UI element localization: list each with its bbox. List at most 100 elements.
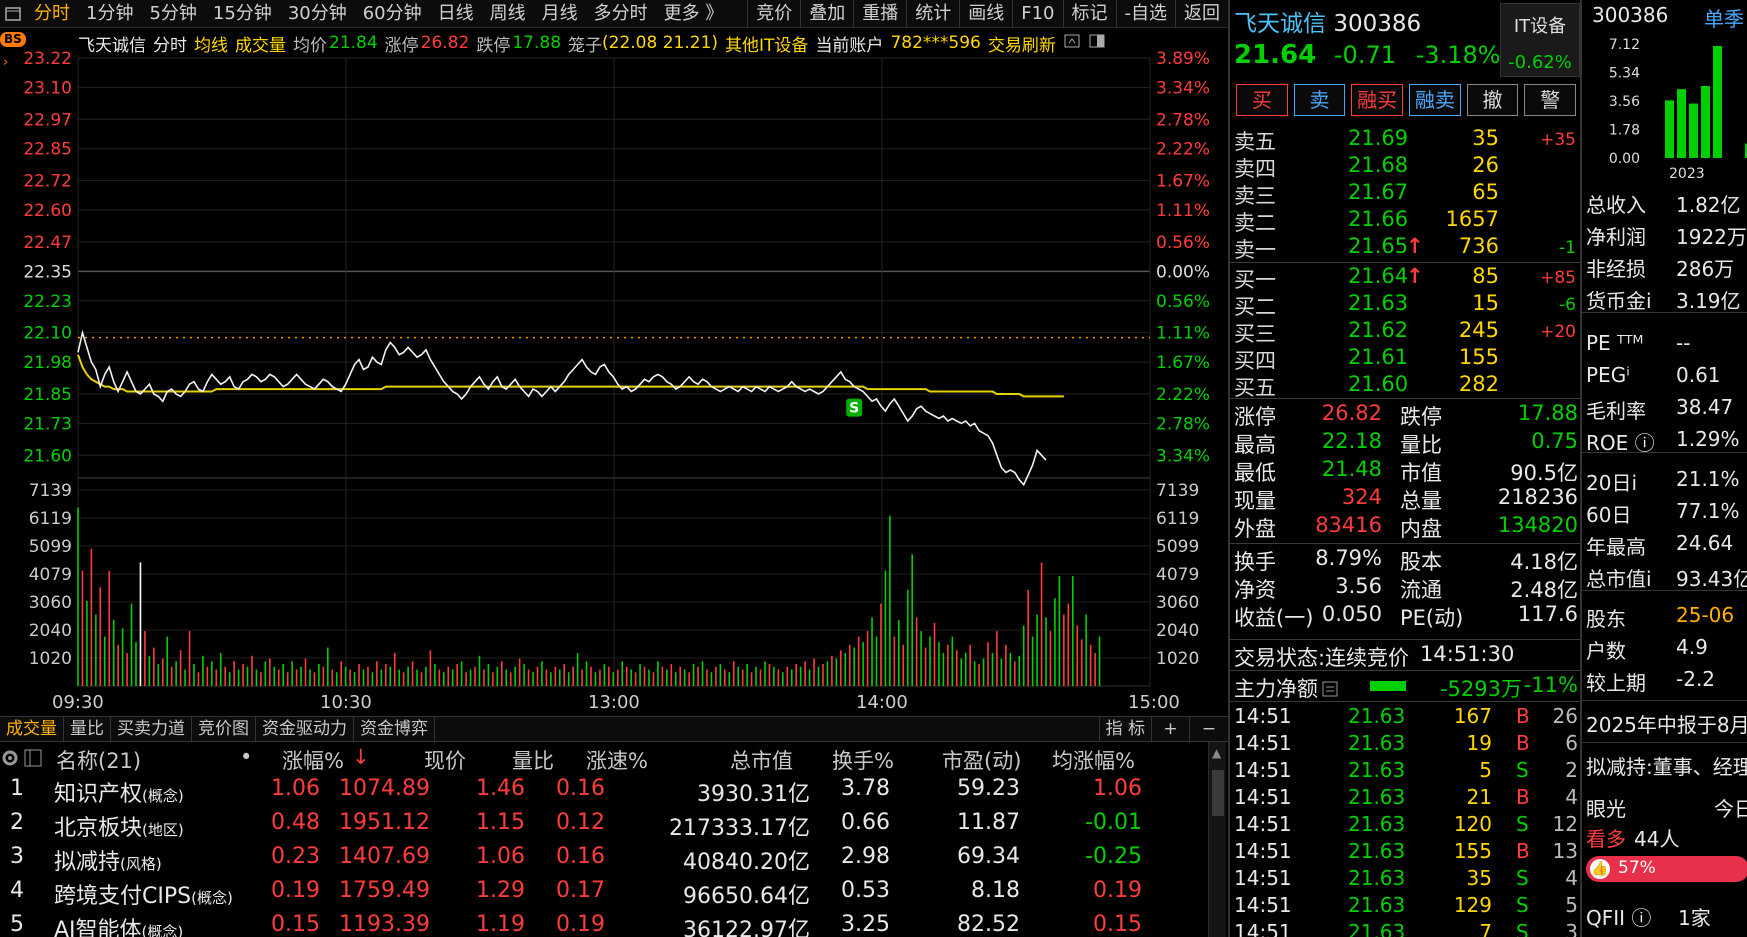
- period-tab-60min[interactable]: 60分钟: [362, 2, 422, 24]
- scrollbar[interactable]: ▲: [1208, 742, 1226, 937]
- ask-row[interactable]: 卖五 21.69 35 +35: [1230, 125, 1582, 154]
- intraday-chart[interactable]: 23.22 3.89% 23.10 3.34% 22.97 2.78% 22.85 2.22%…: [0, 0, 1228, 716]
- fin-row[interactable]: 净利润 1922万: [1582, 220, 1747, 250]
- tab-volume-ratio[interactable]: 量比: [64, 717, 111, 741]
- buy-button[interactable]: 买: [1236, 84, 1288, 116]
- fin-row[interactable]: 总收入 1.82亿: [1582, 188, 1747, 218]
- sector-row[interactable]: 4 跨境支付CIPS(概念) 0.19 1759.49 1.29 0.17 96650.64…: [0, 876, 1210, 910]
- col-turnover[interactable]: 换手%: [832, 749, 894, 773]
- window-icon[interactable]: [0, 0, 26, 28]
- fin-row[interactable]: 货币金i 3.19亿: [1582, 284, 1747, 314]
- main-flow[interactable]: 主力净额 -5293万 -11%: [1230, 672, 1582, 702]
- period-tab-15min[interactable]: 15分钟: [212, 2, 272, 24]
- short-sell-button[interactable]: 融卖: [1409, 84, 1461, 116]
- bid-row[interactable]: 买二 21.63 15 -6: [1230, 290, 1582, 319]
- col-volume-ratio[interactable]: 量比: [512, 749, 554, 773]
- mark-button[interactable]: 标记: [1062, 0, 1116, 28]
- panel-toggle-icon[interactable]: [1088, 33, 1106, 54]
- fin-row[interactable]: 60日 77.1%: [1582, 498, 1747, 528]
- sector-row[interactable]: 1 知识产权(概念) 1.06 1074.89 1.46 0.16 3930.31亿 3.78…: [0, 774, 1210, 808]
- scroll-thumb[interactable]: [1212, 770, 1224, 816]
- sell-marker[interactable]: [846, 398, 863, 417]
- sector-row[interactable]: 3 拟减持(风格) 0.23 1407.69 1.06 0.16 40840.20亿 2.98…: [0, 842, 1210, 876]
- period-tab-5min[interactable]: 5分钟: [149, 2, 197, 24]
- fin-row[interactable]: 户数 4.9: [1582, 634, 1747, 664]
- quarter-toggle[interactable]: 单季: [1704, 7, 1744, 31]
- revenue-bar-chart[interactable]: 7.12 5.34 3.56 1.78 0.00 2023: [1582, 30, 1747, 180]
- ask-row[interactable]: 卖一 21.65 ↑ 736 -1: [1230, 233, 1582, 262]
- period-tab-weekly[interactable]: 周线: [489, 2, 526, 24]
- col-price[interactable]: 现价: [424, 749, 466, 773]
- overlay-button[interactable]: 叠加: [800, 0, 853, 28]
- bid-row[interactable]: 买五 21.60 282: [1230, 371, 1582, 400]
- alert-button[interactable]: 警: [1524, 84, 1577, 116]
- add-button[interactable]: +: [1152, 717, 1190, 741]
- tab-auction-chart[interactable]: 竞价图: [192, 717, 256, 741]
- ask-row[interactable]: 卖四 21.68 26: [1230, 152, 1582, 181]
- trade-status-value: 连续竞价: [1325, 646, 1409, 670]
- reduce-notice[interactable]: 拟减持:董事、经理: [1582, 750, 1747, 780]
- tick-direction: S: [1516, 812, 1529, 836]
- bid-row[interactable]: 买三 21.62 245 +20: [1230, 317, 1582, 346]
- fin-row[interactable]: 总市值i 93.43亿: [1582, 562, 1747, 592]
- sector-row[interactable]: 5 AI智能体(概念) 0.15 1193.39 1.19 0.19 36122.97亿 3.…: [0, 910, 1210, 937]
- sort-down-icon[interactable]: ↓: [352, 745, 370, 769]
- col-pe[interactable]: 市盈(动): [942, 749, 1022, 773]
- sell-button[interactable]: 卖: [1293, 84, 1346, 116]
- bid-row[interactable]: 买四 21.61 155: [1230, 344, 1582, 373]
- stats-button[interactable]: 统计: [906, 0, 959, 28]
- row-name: AI智能体(概念): [54, 912, 183, 937]
- fin-row[interactable]: 股东 25-06: [1582, 602, 1747, 632]
- period-tab-monthly[interactable]: 月线: [541, 2, 578, 24]
- ask-row[interactable]: 卖二 21.66 1657: [1230, 206, 1582, 235]
- f10-button[interactable]: F10: [1012, 0, 1062, 28]
- list-icon[interactable]: [1322, 678, 1338, 702]
- draw-button[interactable]: 画线: [959, 0, 1012, 28]
- period-tab-more[interactable]: 更多 》: [663, 2, 724, 24]
- trade-refresh-button[interactable]: 交易刷新: [987, 35, 1056, 56]
- fin-row[interactable]: ROE ⓘ 1.29%: [1582, 426, 1747, 456]
- period-tab-daily[interactable]: 日线: [437, 2, 474, 24]
- industry-label[interactable]: 其他IT设备: [725, 35, 809, 56]
- indicator-button[interactable]: 指 标: [1098, 717, 1152, 741]
- col-speed[interactable]: 涨速%: [586, 749, 648, 773]
- fin-row[interactable]: 20日i 21.1%: [1582, 466, 1747, 496]
- period-tab-multi[interactable]: 多分时: [593, 2, 648, 24]
- watchlist-button[interactable]: -自选: [1115, 0, 1176, 28]
- fin-row[interactable]: PE ᵀᵀᴹ --: [1582, 330, 1747, 360]
- fin-row[interactable]: 年最高 24.64: [1582, 530, 1747, 560]
- col-name[interactable]: 名称(21): [56, 749, 142, 773]
- report-notice[interactable]: 2025年中报于8月: [1582, 708, 1747, 738]
- bs-badge[interactable]: BS: [0, 32, 26, 47]
- columns-icon[interactable]: [24, 748, 42, 772]
- bull-ratio-bar[interactable]: 👍 57%: [1586, 856, 1747, 882]
- fin-row[interactable]: 较上期 -2.2: [1582, 666, 1747, 696]
- period-tab-intraday[interactable]: 分时: [34, 2, 70, 24]
- fin-row[interactable]: PEGⁱ 0.61: [1582, 362, 1747, 392]
- gear-icon[interactable]: [0, 748, 20, 773]
- fin-row[interactable]: 非经损 286万: [1582, 252, 1747, 282]
- tab-capital-game[interactable]: 资金博弈: [354, 717, 435, 741]
- tab-capital-drive[interactable]: 资金驱动力: [256, 717, 354, 741]
- back-button[interactable]: 返回: [1175, 0, 1228, 28]
- replay-button[interactable]: 重播: [853, 0, 906, 28]
- minus-button[interactable]: −: [1201, 719, 1217, 739]
- tab-volume[interactable]: 成交量: [0, 717, 64, 741]
- fin-row[interactable]: 毛利率 38.47: [1582, 394, 1747, 424]
- industry-box[interactable]: IT设备 -0.62%: [1500, 3, 1580, 77]
- bid-row[interactable]: 买一 21.64 ↑ 85 +85: [1230, 263, 1582, 292]
- expand-icon[interactable]: ›: [3, 55, 8, 70]
- tab-buy-sell-power[interactable]: 买卖力道: [111, 717, 192, 741]
- ask-row[interactable]: 卖三 21.67 65: [1230, 179, 1582, 208]
- col-market-cap[interactable]: 总市值: [730, 749, 793, 773]
- scroll-up-icon[interactable]: ▲: [1212, 746, 1222, 760]
- col-avg-change[interactable]: 均涨幅%: [1052, 749, 1135, 773]
- pin-icon[interactable]: [1063, 33, 1081, 54]
- auction-button[interactable]: 竞价: [747, 0, 800, 28]
- cancel-order-button[interactable]: 撤: [1466, 84, 1519, 116]
- sector-row[interactable]: 2 北京板块(地区) 0.48 1951.12 1.15 0.12 217333.17亿 0.…: [0, 808, 1210, 842]
- margin-buy-button[interactable]: 融买: [1351, 84, 1404, 116]
- period-tab-1min[interactable]: 1分钟: [86, 2, 134, 24]
- col-change[interactable]: 涨幅%: [282, 749, 344, 773]
- period-tab-30min[interactable]: 30分钟: [287, 2, 347, 24]
